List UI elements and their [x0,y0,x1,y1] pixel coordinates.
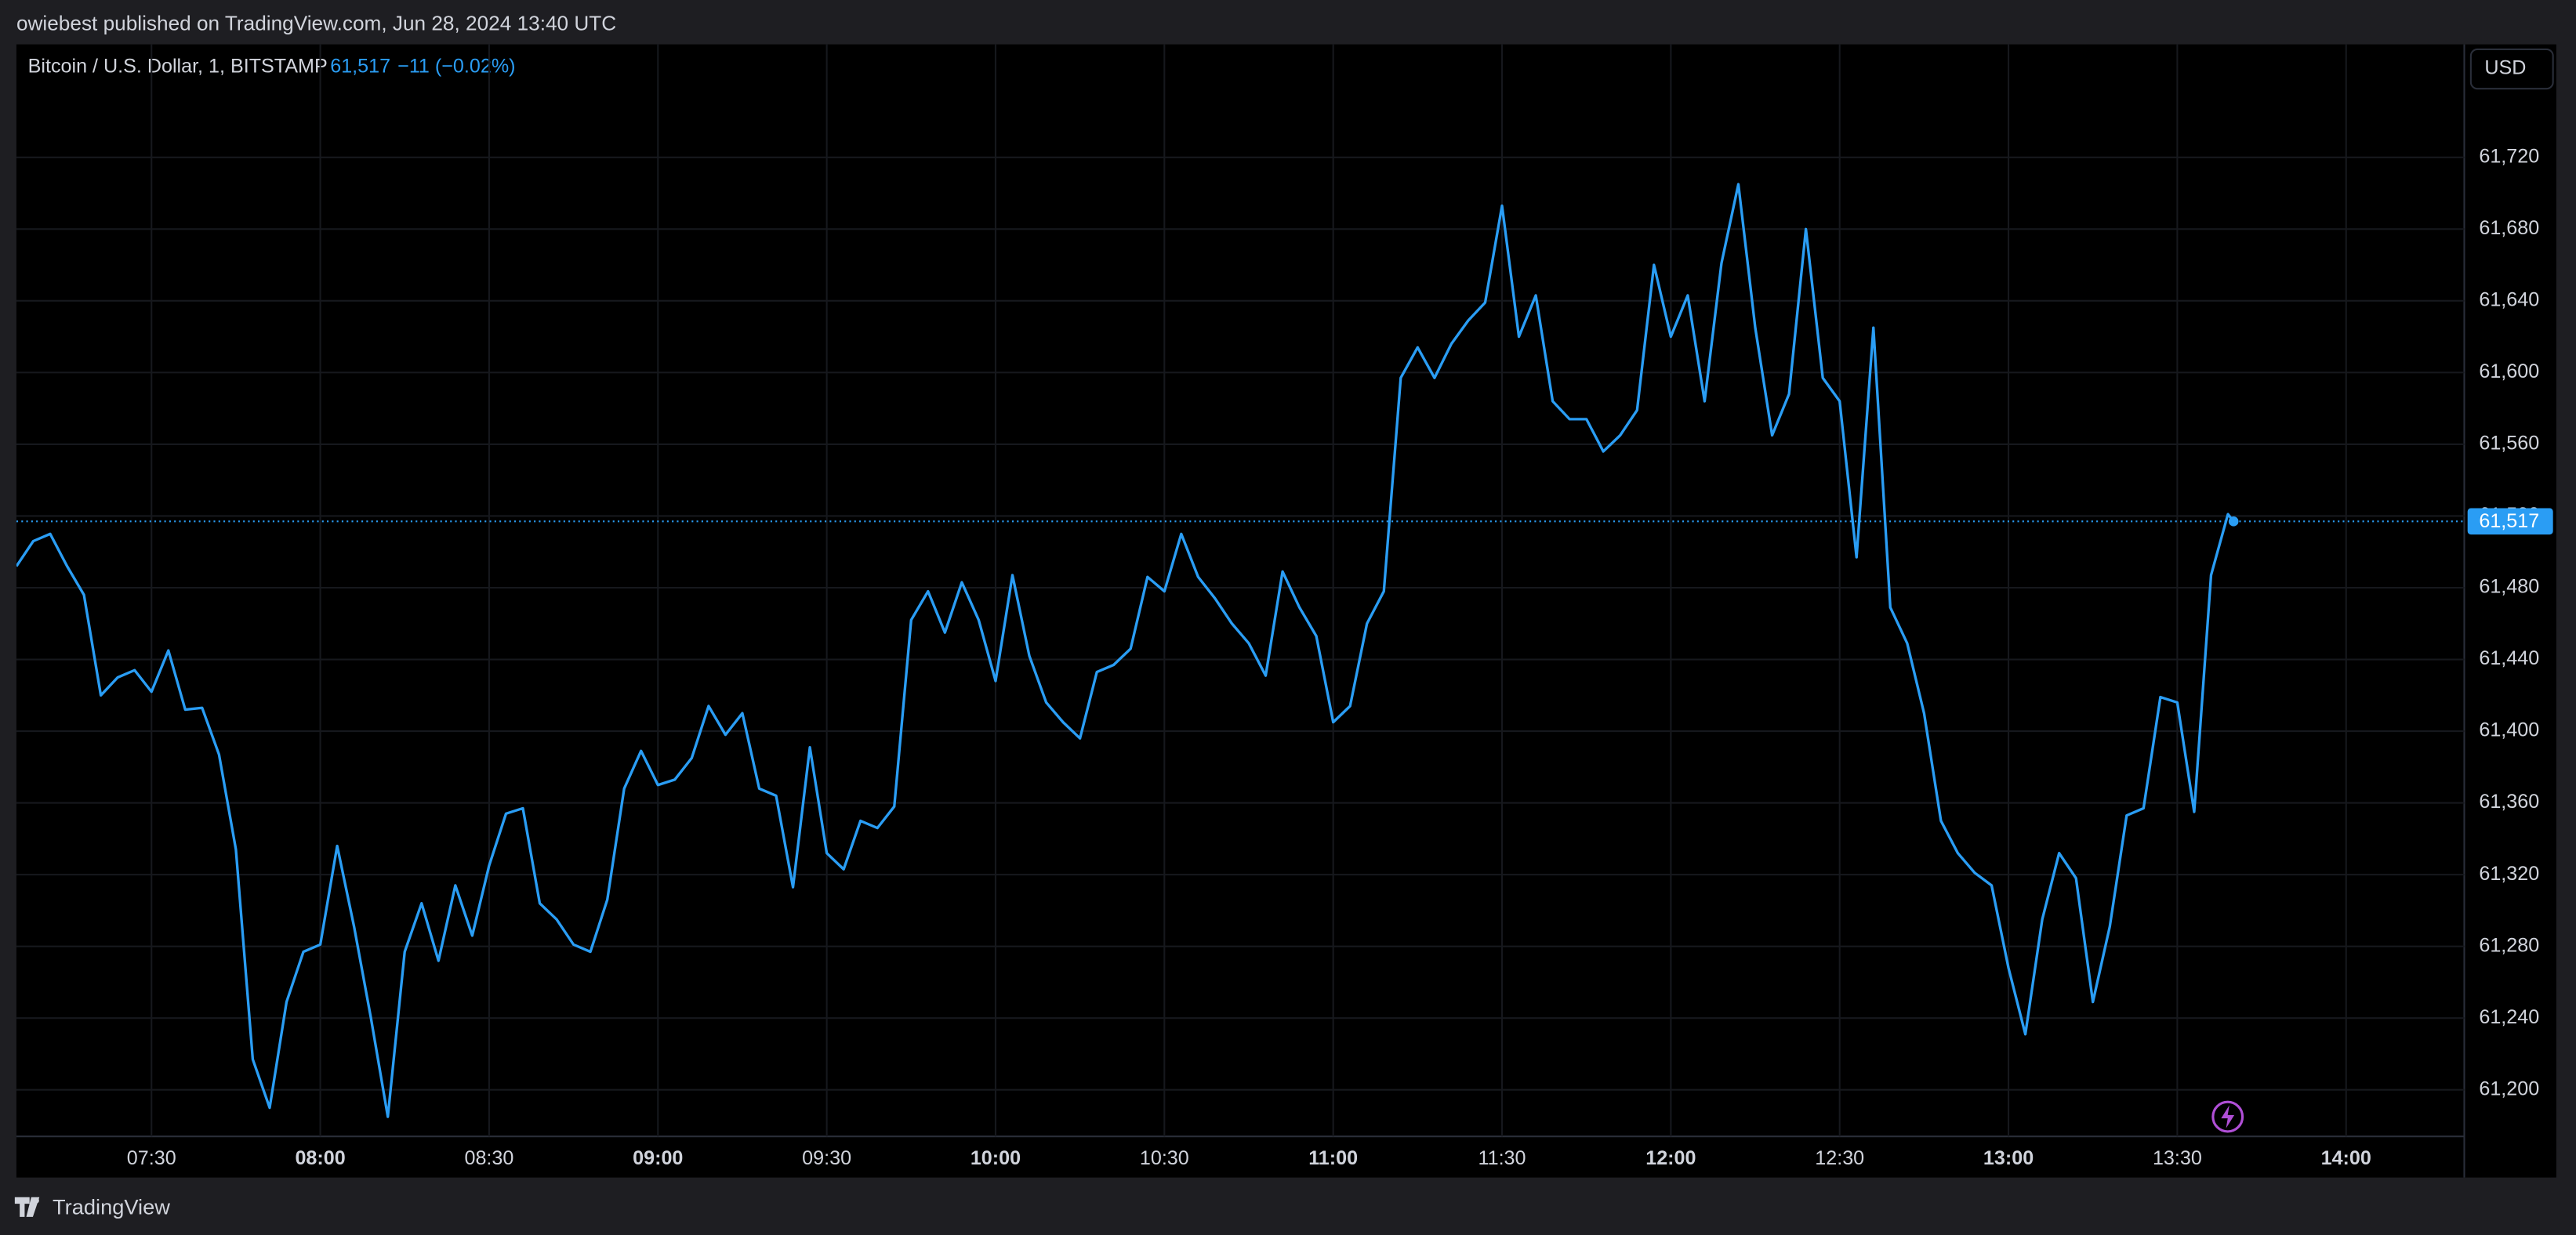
header-price: 61,517 [330,56,390,78]
logo-dot [33,1197,39,1204]
y-tick-label: 61,400 [2479,719,2539,741]
publisher: owiebest published on TradingView.com, J… [16,11,616,34]
currency[interactable]: USD [2484,57,2526,79]
x-tick-label: 10:00 [971,1147,1021,1169]
x-tick-label: 13:00 [1983,1147,2034,1169]
symbol: Bitcoin / U.S. Dollar, 1, BITSTAMP [28,56,328,78]
y-tick-label: 61,360 [2479,791,2539,813]
last-price-badge [2467,508,2553,535]
y-tick-label: 61,480 [2479,576,2539,598]
x-tick-label: 09:30 [802,1147,851,1169]
x-tick-label: 14:00 [2321,1147,2371,1169]
x-tick-label: 11:30 [1478,1147,1526,1169]
y-tick-label: 61,280 [2479,934,2539,956]
header-change: −11 (−0.02%) [397,56,515,78]
last-price-label: 61,517 [2479,510,2539,532]
logo-mark [14,1197,40,1217]
y-tick-label: 61,240 [2479,1006,2539,1028]
price-line [16,183,2235,1118]
brand: TradingView [53,1195,170,1219]
lightning-icon[interactable] [2211,1100,2244,1133]
x-tick-label: 10:30 [1140,1147,1189,1169]
currency-button[interactable] [2469,48,2554,90]
x-tick-label: 08:30 [464,1147,513,1169]
y-tick-label: 61,320 [2479,863,2539,885]
x-tick-label: 13:30 [2153,1147,2202,1169]
chart-area [16,44,2556,1178]
x-tick-label: 09:00 [633,1147,683,1169]
x-tick-label: 11:00 [1308,1147,1358,1169]
y-tick-label: 61,680 [2479,217,2539,239]
last-point [2228,516,2239,527]
x-tick-label: 12:30 [1815,1147,1864,1169]
y-tick-label: 61,600 [2479,360,2539,382]
lightning-bolt [2221,1105,2235,1128]
x-tick-label: 12:00 [1645,1147,1696,1169]
y-tick-label: 61,440 [2479,647,2539,669]
y-tick-label: 61,200 [2479,1077,2539,1099]
logo [14,1197,40,1217]
grid [16,44,2465,1137]
x-tick-label: 07:30 [127,1147,176,1169]
y-tick-label: 61,720 [2479,145,2539,167]
y-tick-label: 61,560 [2479,433,2539,455]
x-tick-label: 08:00 [295,1147,345,1169]
y-tick-label: 61,640 [2479,288,2539,310]
